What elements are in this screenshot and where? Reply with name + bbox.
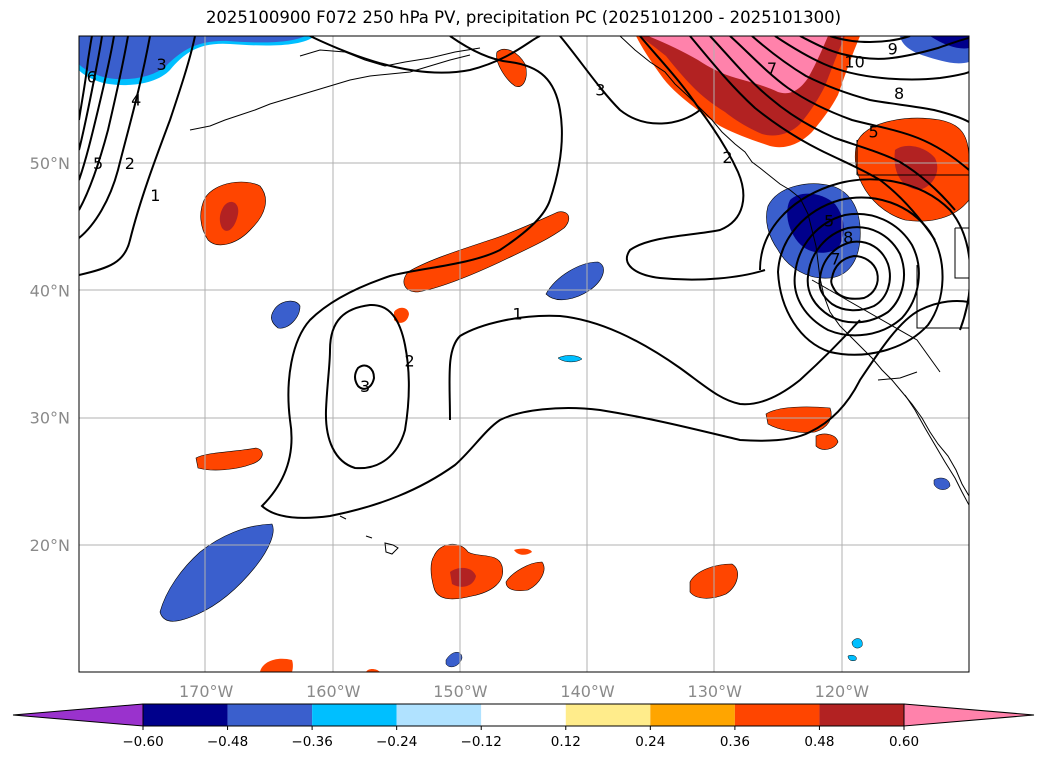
colorbar-segment: [481, 704, 566, 726]
contour-label: 5: [824, 211, 834, 230]
colorbar-tick-label: 0.12: [551, 734, 581, 750]
contour-label: 9: [888, 40, 898, 59]
positive-anomaly-region: [505, 561, 545, 592]
positive-anomaly-region: [403, 211, 570, 293]
colorbar-segment: [734, 704, 820, 726]
colorbar-tick-label: 0.48: [804, 734, 834, 750]
negative-anomaly-region: [159, 523, 274, 622]
map-frame: [78, 35, 970, 673]
positive-anomaly-region: [648, 36, 828, 94]
lat-tick-label: 20°N: [30, 536, 70, 555]
coastlines: [189, 36, 969, 555]
positive-anomaly-region: [815, 433, 839, 450]
contour-label: 10: [844, 52, 864, 71]
colorbar-segment: [143, 704, 228, 726]
latitude-tick-labels: 50°N 40°N 30°N 20°N: [30, 154, 70, 555]
positive-anomaly-region: [765, 406, 832, 433]
negative-anomaly-region: [851, 638, 863, 649]
colorbar-tick-label: −0.60: [122, 734, 163, 750]
negative-anomaly-region: [930, 36, 969, 49]
positive-anomaly-region: [366, 669, 380, 672]
lon-tick-label: 120°W: [815, 682, 870, 701]
colorbar-extend-low: [12, 703, 144, 727]
contour-label: 2: [722, 148, 732, 167]
lat-tick-label: 30°N: [30, 409, 70, 428]
colorbar-tick-label: 0.60: [889, 734, 919, 750]
contour-label: 1: [150, 186, 160, 205]
colorbar-tick-label: −0.48: [207, 734, 248, 750]
positive-anomaly-region: [195, 447, 263, 471]
lat-tick-label: 50°N: [30, 154, 70, 173]
colorbar-segment: [227, 704, 313, 726]
colorbar-segment: [312, 704, 397, 726]
contour-label: 7: [767, 59, 777, 78]
contour-label: 4: [131, 91, 141, 110]
colorbar-tick-label: −0.24: [376, 734, 417, 750]
positive-anomaly-region: [514, 548, 532, 555]
contour-label: 2: [404, 351, 414, 370]
contour-label: 8: [843, 228, 853, 247]
lon-tick-label: 150°W: [433, 682, 488, 701]
negative-anomaly-region: [557, 355, 583, 363]
colorbar-tick-label: −0.12: [461, 734, 502, 750]
colorbar-tick-label: −0.36: [291, 734, 332, 750]
negative-anomaly-region: [933, 477, 951, 490]
colorbar-tick-label: 0.24: [635, 734, 665, 750]
map-panel: [79, 36, 969, 672]
lon-tick-label: 130°W: [688, 682, 743, 701]
colorbar-frame: [142, 703, 905, 727]
colorbar-extend-high: [903, 703, 1035, 727]
lat-tick-label: 40°N: [30, 281, 70, 300]
colorbar: −0.60 −0.48 −0.36 −0.24 −0.12 0.12 0.24 0.36 0.4…: [12, 703, 1035, 750]
longitude-tick-labels: 170°W 160°W 150°W 140°W 130°W 120°W: [179, 682, 869, 701]
positive-anomaly-region: [394, 307, 409, 323]
colorbar-segment: [565, 704, 651, 726]
contour-label: 2: [125, 154, 135, 173]
colorbar-segment: [819, 704, 904, 726]
lon-tick-label: 160°W: [306, 682, 361, 701]
contour-label: 1: [513, 304, 523, 323]
colorbar-segment: [396, 704, 482, 726]
lon-tick-label: 170°W: [179, 682, 234, 701]
contour-label: 8: [894, 84, 904, 103]
colorbar-tick-label: 0.36: [720, 734, 750, 750]
contour-label: 3: [360, 377, 370, 396]
contour-label: 3: [157, 55, 167, 74]
contour-label: 3: [595, 80, 605, 99]
negative-anomaly-region: [271, 300, 301, 329]
pv-contours: [79, 36, 969, 519]
positive-anomaly-region: [894, 145, 938, 190]
positive-anomaly-region: [260, 658, 293, 672]
positive-anomaly-region: [496, 48, 527, 87]
negative-anomaly-region: [445, 652, 463, 668]
contour-label: 5: [93, 154, 103, 173]
map-title: 2025100900 F072 250 hPa PV, precipitatio…: [205, 8, 842, 27]
contour-label: 7: [830, 250, 840, 269]
negative-anomaly-region: [847, 654, 857, 662]
positive-anomaly-region: [219, 201, 239, 231]
contour-label: 5: [869, 122, 879, 141]
positive-anomaly-region: [450, 567, 476, 587]
negative-anomaly-region: [79, 36, 305, 80]
lon-tick-label: 140°W: [560, 682, 615, 701]
colorbar-segment: [650, 704, 735, 726]
contour-label: 6: [87, 68, 97, 87]
